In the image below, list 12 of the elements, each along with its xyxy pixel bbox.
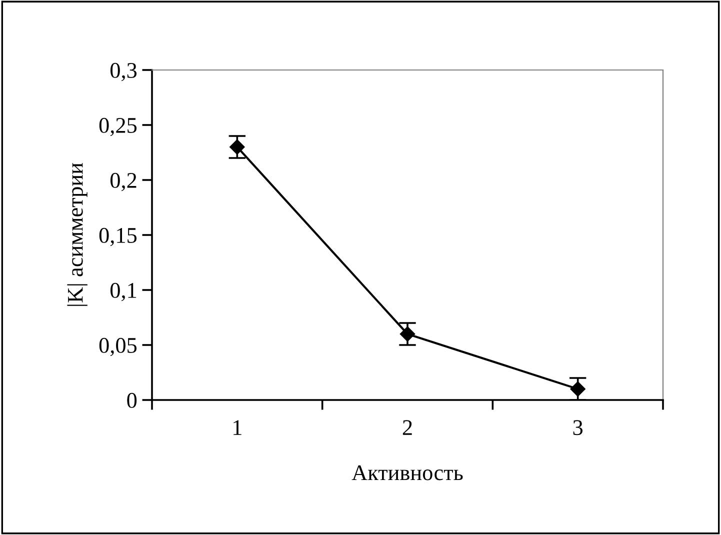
- y-tick-label: 0,2: [110, 172, 136, 192]
- x-tick-label: 3: [573, 420, 583, 436]
- x-tick-label: 2: [402, 420, 412, 435]
- x-axis-title: Активность: [352, 465, 463, 480]
- y-axis-title: |K| асимметрии: [67, 163, 88, 306]
- x-tick-label: 1: [234, 420, 242, 435]
- y-tick-label: 0: [127, 392, 137, 408]
- y-tick-label: 0,05: [99, 338, 137, 356]
- y-tick-label: 0,15: [99, 228, 137, 246]
- y-tick-label: 0,1: [110, 282, 136, 302]
- y-tick-label: 0,25: [99, 118, 137, 136]
- y-tick-label: 0,3: [110, 62, 137, 82]
